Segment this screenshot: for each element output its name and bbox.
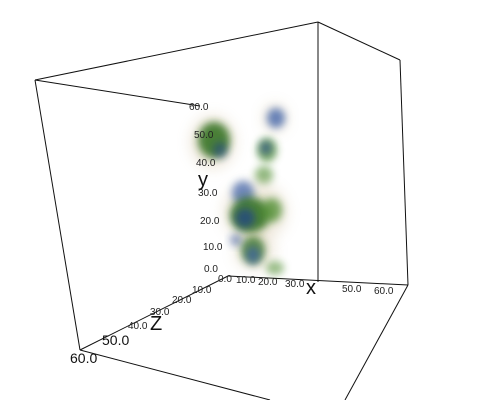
x-tick-label: 50.0 [342,284,362,295]
box-edge [399,59,409,286]
y-tick-label: 10.0 [203,242,223,253]
x-tick-label: 60.0 [374,286,394,297]
bounding-box [34,21,409,400]
volume-blob [262,198,282,222]
box-edge [79,349,271,400]
y-axis: 0.0 10.0 20.0 30.0 40.0 50.0 60.0 y [189,102,223,275]
volume-blob [260,141,272,155]
volume-blob [266,261,284,275]
x-tick-label: 0.0 [218,274,232,285]
y-tick-label: 30.0 [198,188,218,199]
volume-blob [235,208,255,228]
volume-blob [255,166,273,184]
z-tick-label: 60.0 [70,350,97,366]
box-edge [317,21,401,61]
x-tick-label: 30.0 [285,279,305,290]
volume-render [191,104,287,275]
z-axis-title: Z [150,313,162,335]
volume-blob [213,142,227,158]
box-edge [34,79,81,351]
z-tick-label: 30.0 [150,307,170,318]
z-tick-label: 40.0 [128,321,148,332]
y-axis-title: y [198,169,208,191]
box-edge [34,79,201,107]
x-axis: 0.0 10.0 20.0 30.0 50.0 60.0 x [218,274,394,299]
y-tick-label: 60.0 [189,102,209,113]
volume-blob [267,108,285,128]
box-edge [34,21,319,81]
z-tick-label: 20.0 [172,295,192,306]
x-tick-label: 20.0 [258,277,278,288]
z-axis: 10.0 20.0 30.0 40.0 50.0 60.0 Z [70,285,212,366]
box-edge [344,284,409,400]
z-tick-label: 10.0 [192,285,212,296]
x-tick-label: 10.0 [236,275,256,286]
volume-blob [246,246,260,264]
volume-blob [230,234,242,246]
x-axis-line [227,275,409,286]
y-tick-label: 40.0 [196,158,216,169]
y-tick-label: 0.0 [204,264,218,275]
y-tick-label: 20.0 [200,216,220,227]
z-axis-line [79,275,229,351]
y-tick-label: 50.0 [194,130,214,141]
z-tick-label: 50.0 [102,332,129,348]
x-axis-title: x [306,277,316,299]
